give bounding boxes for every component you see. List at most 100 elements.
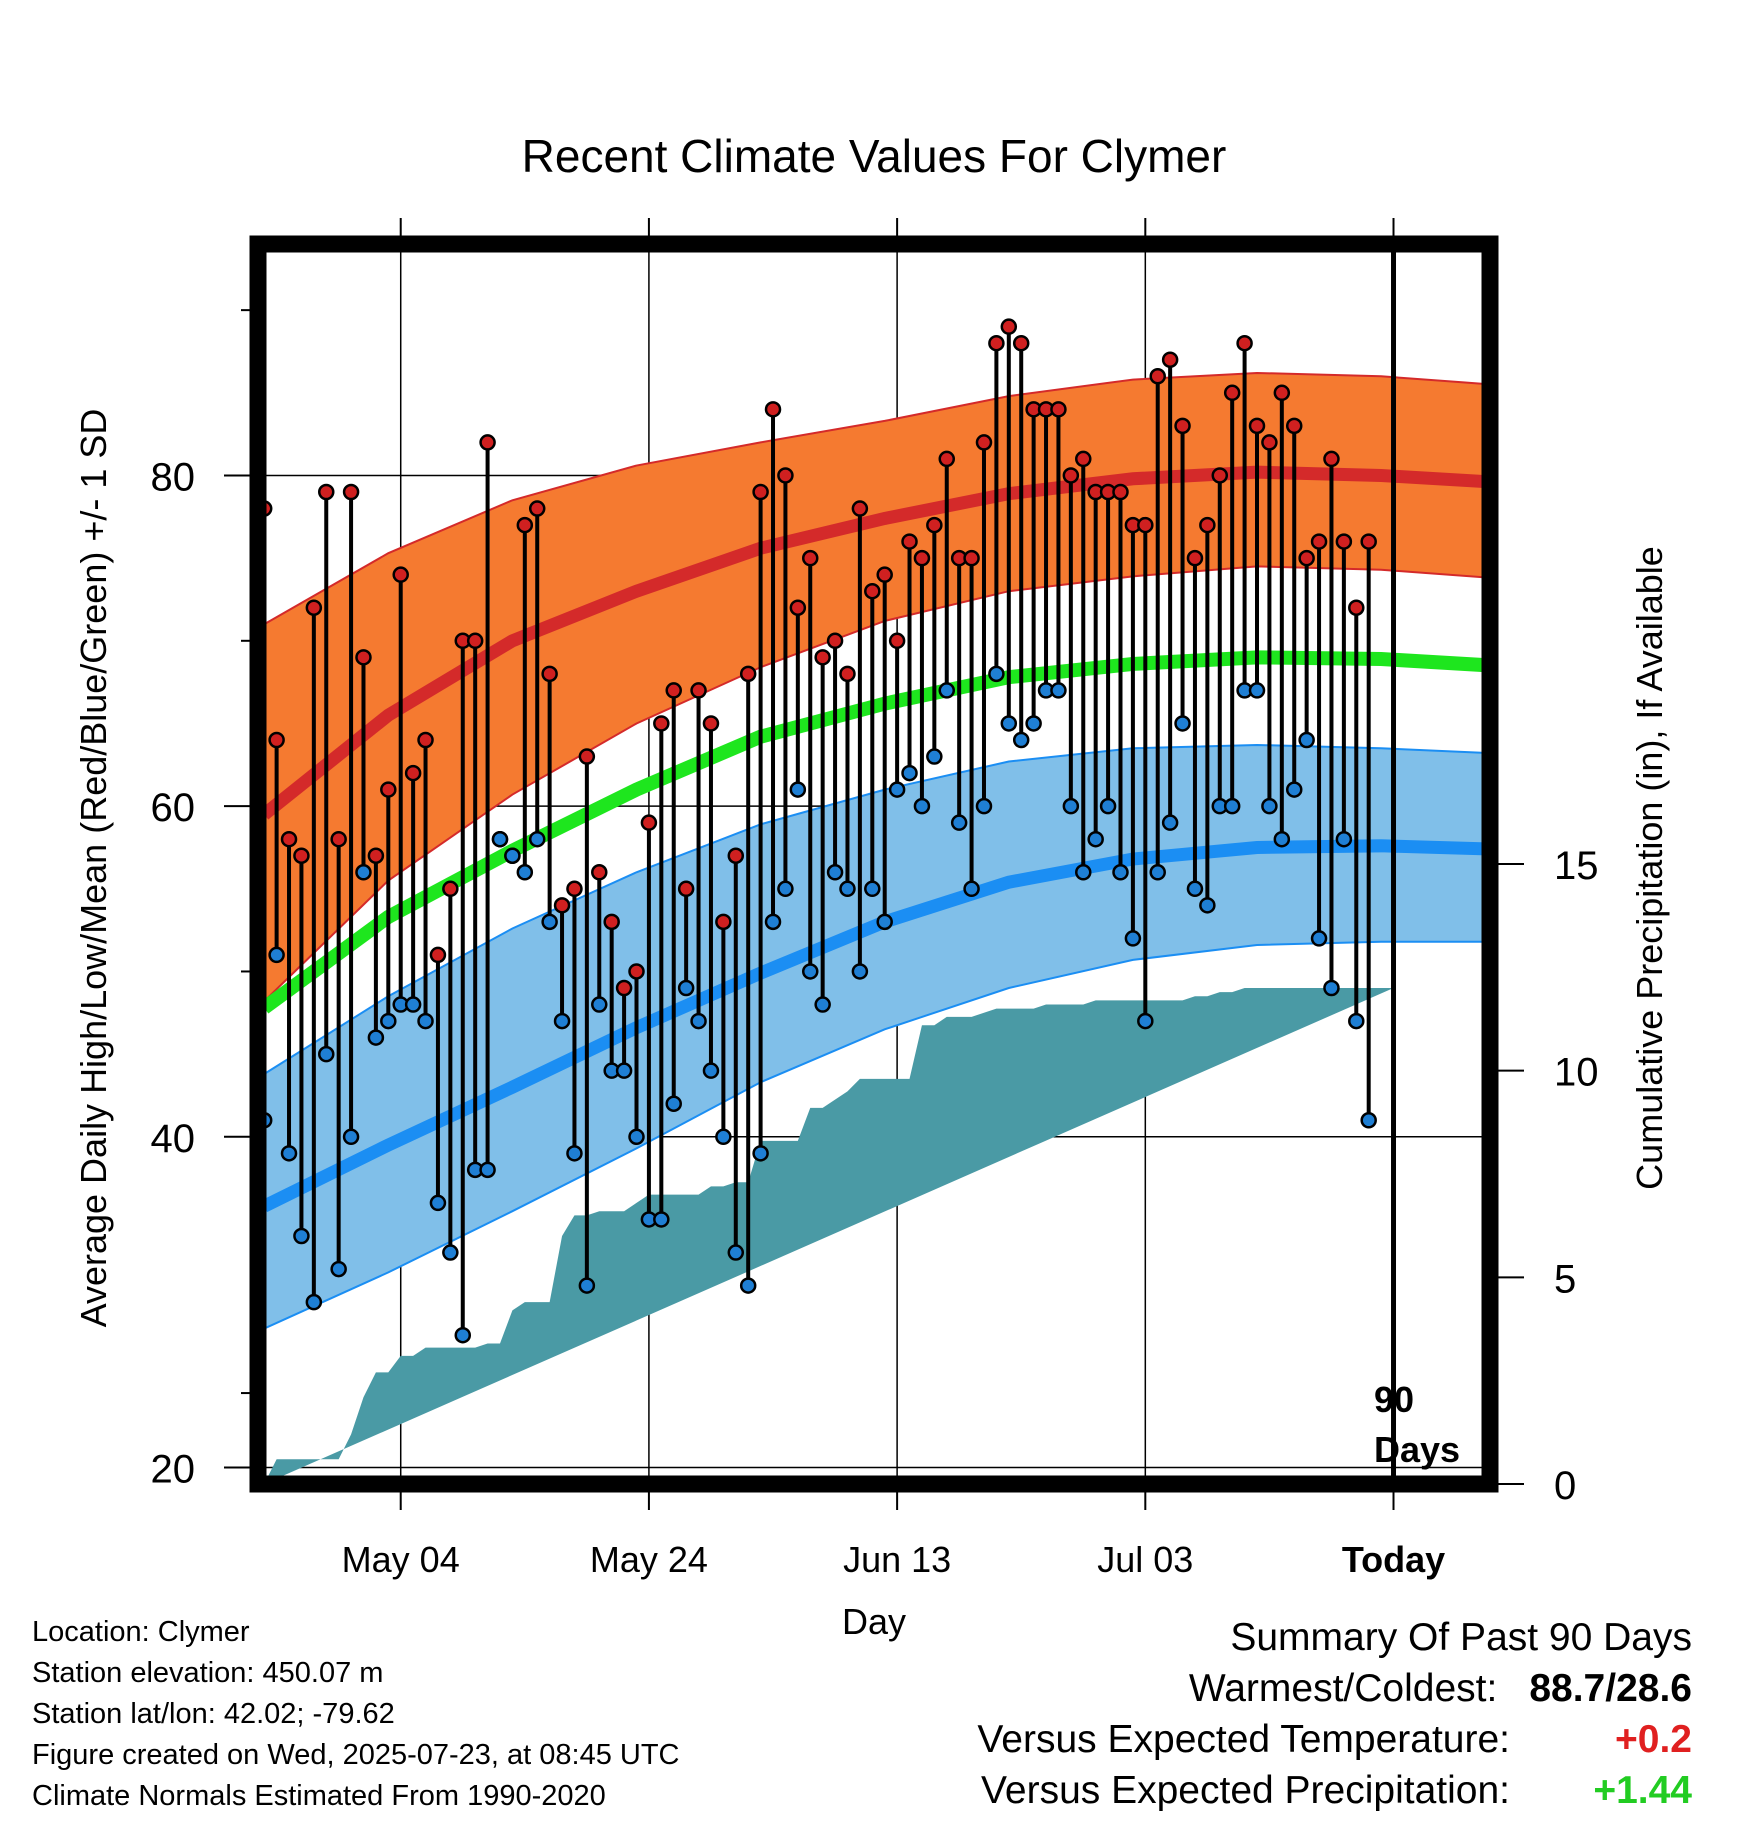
temp-value: +0.2 xyxy=(1615,1718,1692,1761)
daily-high-point xyxy=(466,632,484,650)
daily-high-point xyxy=(280,830,298,848)
daily-high-point xyxy=(442,880,459,898)
daily-low-point xyxy=(839,880,856,898)
daily-low-point xyxy=(615,1062,633,1079)
warmest-value: 88.7/28.6 xyxy=(1529,1667,1692,1710)
daily-low-point xyxy=(702,1062,720,1079)
daily-low-point xyxy=(1062,797,1080,815)
daily-high-point xyxy=(1174,417,1191,435)
daily-high-point xyxy=(1062,467,1080,484)
daily-low-point xyxy=(1223,797,1241,815)
daily-low-point xyxy=(739,1277,757,1294)
daily-high-point xyxy=(380,781,397,798)
y2-tick-label: 10 xyxy=(1554,1051,1599,1095)
daily-high-point xyxy=(479,434,496,451)
daily-low-point xyxy=(801,963,819,980)
daily-low-point xyxy=(330,1260,347,1278)
daily-high-point xyxy=(702,715,720,732)
daily-low-point xyxy=(1360,1112,1377,1129)
daily-high-point xyxy=(566,880,583,898)
daily-low-point xyxy=(752,1145,769,1162)
daily-high-point xyxy=(318,483,335,501)
daily-low-point xyxy=(293,1227,310,1245)
precip-label: Versus Expected Precipitation: xyxy=(981,1769,1510,1812)
daily-high-point xyxy=(268,731,285,749)
daily-low-point xyxy=(454,1326,472,1344)
daily-low-point xyxy=(1285,781,1303,798)
daily-low-point xyxy=(1124,930,1142,947)
daily-low-point xyxy=(826,864,844,881)
daily-high-point xyxy=(1248,417,1266,435)
y-tick-label: 20 xyxy=(151,1447,196,1491)
y-tick-label: 80 xyxy=(151,455,196,499)
daily-low-point xyxy=(1137,1012,1154,1030)
daily-high-point xyxy=(1211,467,1229,484)
daily-high-point xyxy=(1000,318,1018,335)
daily-low-point xyxy=(715,1128,732,1146)
daily-high-point xyxy=(1223,384,1241,402)
x-axis-label: Day xyxy=(842,1601,906,1642)
daily-high-point xyxy=(963,549,980,567)
daily-high-point xyxy=(876,566,893,583)
daily-high-point xyxy=(429,946,447,964)
daily-high-point xyxy=(330,830,347,848)
daily-high-point xyxy=(764,401,782,418)
daily-low-point xyxy=(975,797,993,815)
daily-low-point xyxy=(1261,797,1278,815)
daily-high-point xyxy=(293,847,310,864)
daily-high-point xyxy=(603,913,620,931)
daily-low-point xyxy=(1186,880,1204,898)
daily-high-point xyxy=(355,649,372,666)
high-normal-line xyxy=(260,465,1490,820)
daily-low-point xyxy=(727,1244,745,1261)
daily-high-point xyxy=(1112,483,1129,501)
daily-low-point xyxy=(950,814,968,831)
daily-low-point xyxy=(1012,731,1030,749)
daily-low-point xyxy=(1298,731,1315,749)
x-tick-label: Today xyxy=(1342,1539,1445,1580)
daily-low-point xyxy=(789,781,807,798)
plot-area: 20 40 60 80 0 5 10 15 May 04 May 24 Jun 13 Jul 03 To… xyxy=(151,218,1599,1580)
daily-low-point xyxy=(777,880,794,898)
daily-high-point xyxy=(640,814,658,831)
daily-low-point xyxy=(1174,715,1191,732)
daily-low-point xyxy=(814,996,831,1013)
x-tick-label: May 04 xyxy=(342,1539,460,1580)
daily-high-point xyxy=(1285,417,1303,435)
daily-low-point xyxy=(926,748,943,765)
location-text: Location: Clymer xyxy=(32,1616,250,1648)
daily-high-point xyxy=(851,500,869,517)
daily-low-point xyxy=(528,830,546,848)
daily-high-point xyxy=(615,979,633,997)
daily-high-point xyxy=(591,864,608,881)
daily-low-point xyxy=(380,1012,397,1030)
precipitation-row: Versus Expected Precipitation: +1.44 xyxy=(977,1765,1692,1816)
daily-low-point xyxy=(1099,797,1117,815)
daily-low-point xyxy=(504,847,521,864)
y-tick-label: 60 xyxy=(151,786,196,830)
daily-high-point xyxy=(1199,516,1216,534)
daily-high-point xyxy=(392,566,409,583)
daily-low-point xyxy=(1161,814,1179,831)
daily-high-point xyxy=(541,665,558,683)
summary-title: Summary Of Past 90 Days xyxy=(1230,1616,1692,1659)
daily-high-point xyxy=(801,549,819,567)
daily-low-point xyxy=(653,1211,670,1228)
daily-high-point xyxy=(417,731,434,749)
daily-high-point xyxy=(528,500,546,517)
daily-low-point xyxy=(516,864,534,881)
daily-high-point xyxy=(1137,516,1154,534)
daily-low-point xyxy=(553,1012,571,1030)
daily-low-point xyxy=(963,880,980,898)
plot-interior xyxy=(258,244,1490,1484)
daily-low-point xyxy=(665,1095,682,1112)
daily-high-point xyxy=(342,483,360,501)
daily-high-point xyxy=(305,599,323,616)
daily-low-point xyxy=(1323,979,1340,997)
daily-low-point xyxy=(938,682,956,699)
daily-high-point xyxy=(367,847,385,864)
latlon-text: Station lat/lon: 42.02; -79.62 xyxy=(32,1698,395,1730)
daily-low-point xyxy=(1075,864,1092,881)
daily-low-point xyxy=(442,1244,459,1261)
daily-low-point xyxy=(479,1161,496,1179)
